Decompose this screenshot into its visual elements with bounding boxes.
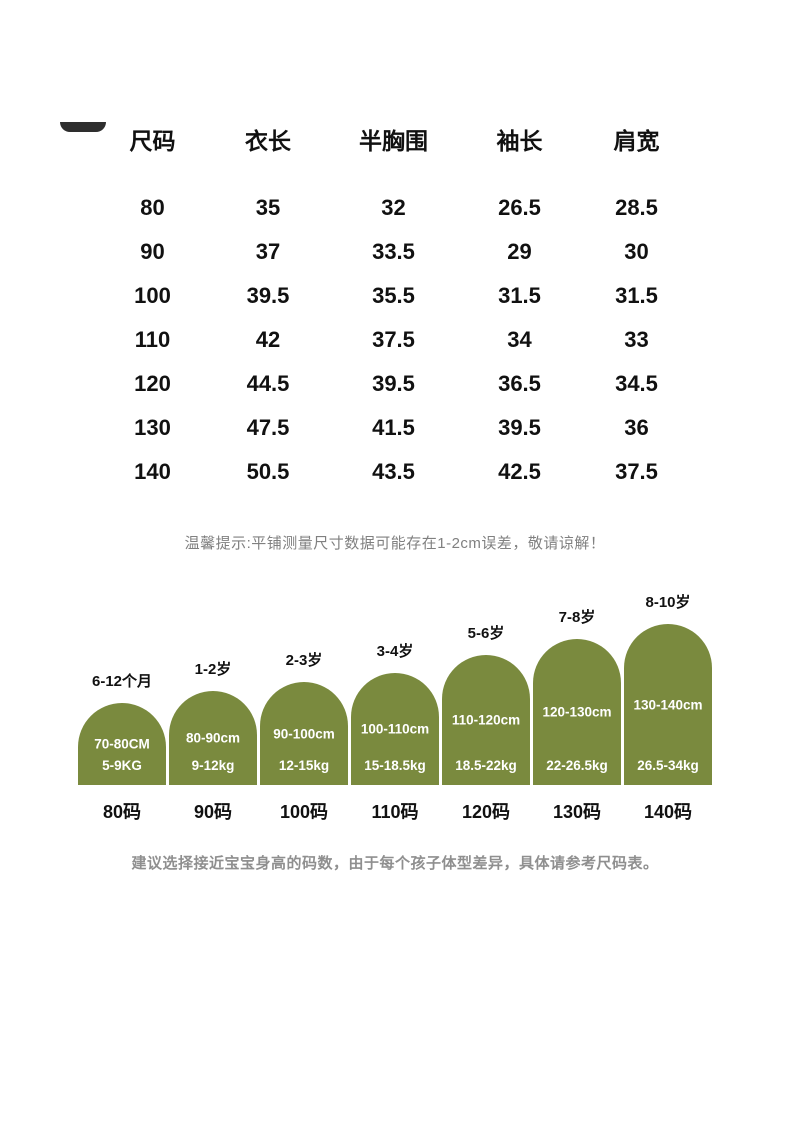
size-code-label: 80码	[102, 802, 142, 822]
table-cell: 42	[255, 327, 281, 352]
height-range-label: 100-110cm	[360, 721, 430, 737]
table-cell: 120	[134, 371, 171, 396]
size-code-label: 140码	[643, 802, 693, 822]
table-cell: 42.5	[498, 459, 541, 484]
weight-range-label: 5-9KG	[102, 758, 142, 773]
table-cell: 41.5	[372, 415, 415, 440]
header-shoulder-width: 肩宽	[613, 128, 660, 154]
table-cell: 44.5	[246, 371, 290, 396]
table-cell: 30	[624, 239, 649, 264]
size-code-label: 100码	[279, 802, 329, 822]
table-row: 130 47.5 41.5 39.5 36	[98, 406, 693, 450]
table-cell: 26.5	[498, 195, 541, 220]
table-cell: 31.5	[615, 283, 658, 308]
weight-range-label: 9-12kg	[191, 758, 235, 773]
table-row: 120 44.5 39.5 36.5 34.5	[98, 362, 693, 406]
measurement-tolerance-note: 温馨提示:平铺测量尺寸数据可能存在1-2cm误差，敬请谅解！	[184, 535, 606, 552]
table-cell: 34.5	[615, 371, 658, 396]
size-arch-shape: 80-90cm 9-12kg	[169, 691, 257, 785]
size-arch-shape: 90-100cm 12-15kg	[260, 682, 348, 785]
age-range-label: 7-8岁	[558, 609, 596, 626]
size-arch-shape: 100-110cm 15-18.5kg	[351, 673, 439, 785]
table-cell: 80	[140, 195, 165, 220]
table-cell: 36.5	[498, 371, 541, 396]
size-code-label: 90码	[193, 802, 233, 822]
table-row: 80 35 32 26.5 28.5	[98, 186, 693, 230]
size-code-label: 130码	[552, 802, 602, 822]
size-guide-item: 2-3岁 90-100cm 12-15kg 100码	[260, 649, 348, 824]
age-range-label: 1-2岁	[194, 661, 232, 678]
size-code-label: 120码	[461, 802, 511, 822]
size-table: 尺码 衣长 半胸围 袖长 肩宽 80 35 32 26.5 28.5 90 37…	[98, 122, 693, 494]
weight-range-label: 18.5-22kg	[455, 758, 517, 773]
height-range-label: 80-90cm	[185, 730, 241, 746]
table-cell: 140	[134, 459, 171, 484]
size-guide-item: 5-6岁 110-120cm 18.5-22kg 120码	[442, 622, 530, 824]
table-cell: 43.5	[372, 459, 415, 484]
size-code-label: 110码	[371, 802, 419, 822]
table-cell: 47.5	[246, 415, 290, 440]
table-cell: 39.5	[246, 283, 290, 308]
height-range-label: 90-100cm	[273, 726, 335, 741]
size-guide-item: 1-2岁 80-90cm 9-12kg 90码	[169, 658, 257, 824]
header-garment-length: 衣长	[245, 128, 291, 154]
table-cell: 35	[255, 195, 281, 220]
age-range-label: 3-4岁	[376, 643, 414, 660]
size-table-header: 尺码 衣长 半胸围 袖长 肩宽	[98, 122, 693, 154]
height-range-label: 130-140cm	[633, 697, 703, 712]
weight-range-label: 26.5-34kg	[637, 758, 699, 773]
table-cell: 29	[507, 239, 532, 264]
table-cell: 37	[255, 239, 281, 264]
table-cell: 50.5	[246, 459, 290, 484]
table-row: 100 39.5 35.5 31.5 31.5	[98, 274, 693, 318]
size-guide-chart: 6-12个月 70-80CM 5-9KG 80码 1-2岁 80-90cm 9-…	[78, 591, 712, 824]
table-cell: 35.5	[372, 283, 415, 308]
table-cell: 33.5	[372, 239, 415, 264]
height-range-label: 120-130cm	[542, 704, 612, 720]
age-range-label: 8-10岁	[645, 594, 691, 611]
header-sleeve-length: 袖长	[496, 128, 543, 154]
height-range-label: 110-120cm	[451, 712, 521, 728]
age-range-label: 2-3岁	[285, 652, 323, 669]
weight-range-label: 12-15kg	[278, 758, 330, 773]
table-cell: 32	[381, 195, 406, 220]
header-half-chest: 半胸围	[359, 128, 428, 154]
size-arch-shape: 130-140cm 26.5-34kg	[624, 624, 712, 785]
age-range-label: 6-12个月	[91, 673, 153, 690]
table-cell: 100	[134, 283, 171, 308]
table-cell: 37.5	[372, 327, 415, 352]
previous-card-edge-decoration	[60, 122, 106, 132]
size-arch-shape: 120-130cm 22-26.5kg	[533, 639, 621, 785]
table-row: 140 50.5 43.5 42.5 37.5	[98, 450, 693, 494]
table-cell: 39.5	[372, 371, 415, 396]
table-cell: 36	[624, 415, 649, 440]
size-arch-shape: 70-80CM 5-9KG	[78, 703, 166, 785]
table-cell: 37.5	[615, 459, 658, 484]
header-size: 尺码	[129, 128, 176, 154]
table-cell: 130	[134, 415, 171, 440]
table-cell: 110	[134, 327, 171, 352]
height-range-label: 70-80CM	[94, 736, 150, 752]
table-cell: 31.5	[498, 283, 541, 308]
size-selection-advice: 建议选择接近宝宝身高的码数，由于每个孩子体型差异，具体请参考尺码表。	[131, 855, 659, 872]
weight-range-label: 22-26.5kg	[546, 758, 608, 773]
size-guide-item: 8-10岁 130-140cm 26.5-34kg 140码	[624, 591, 712, 824]
size-guide-item: 7-8岁 120-130cm 22-26.5kg 130码	[533, 606, 621, 824]
weight-range-label: 15-18.5kg	[364, 758, 426, 773]
table-cell: 28.5	[615, 195, 658, 220]
age-range-label: 5-6岁	[467, 625, 505, 642]
table-cell: 90	[140, 239, 165, 264]
table-row: 90 37 33.5 29 30	[98, 230, 693, 274]
size-table-body: 80 35 32 26.5 28.5 90 37 33.5 29 30 100 …	[98, 186, 693, 494]
size-guide-item: 3-4岁 100-110cm 15-18.5kg 110码	[351, 640, 439, 824]
table-cell: 39.5	[498, 415, 541, 440]
table-row: 110 42 37.5 34 33	[98, 318, 693, 362]
table-cell: 33	[624, 327, 649, 352]
size-guide-item: 6-12个月 70-80CM 5-9KG 80码	[78, 670, 166, 824]
table-cell: 34	[507, 327, 532, 352]
size-arch-shape: 110-120cm 18.5-22kg	[442, 655, 530, 785]
